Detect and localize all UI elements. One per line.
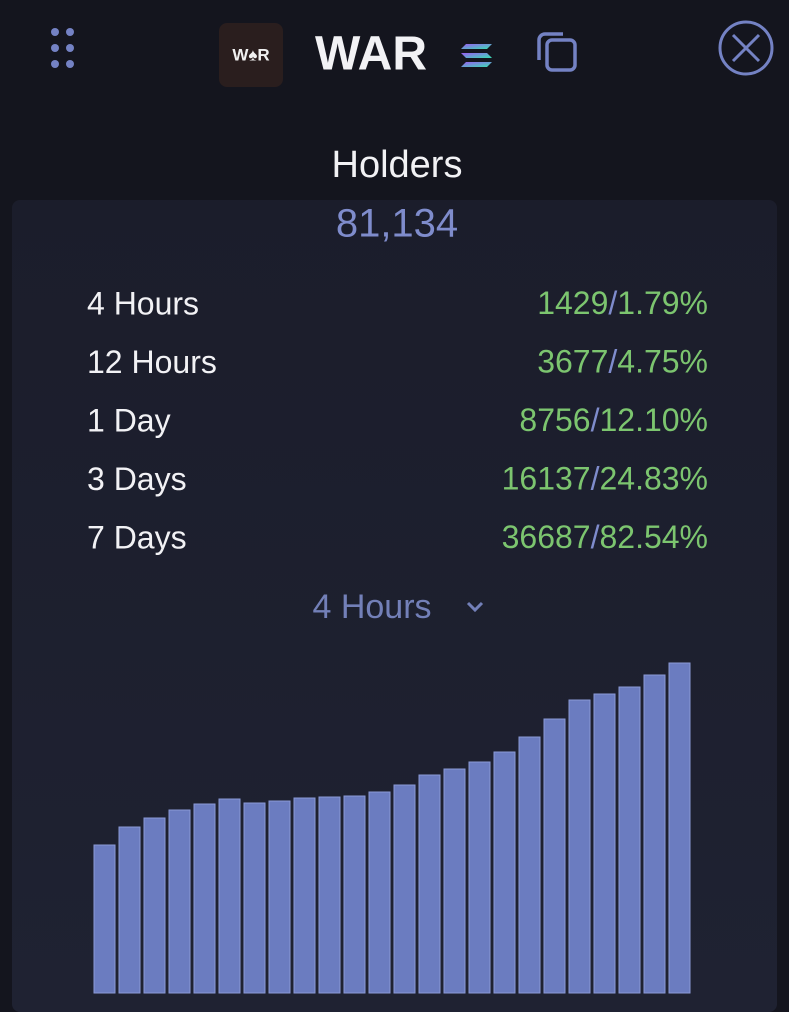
token-title: WAR [315, 28, 427, 81]
summary-value: 81,134 [336, 202, 458, 246]
row-separator: / [608, 344, 617, 380]
row-count: 36687 [502, 519, 591, 555]
bar [393, 784, 416, 994]
row-count: 16137 [502, 461, 591, 497]
bar [93, 844, 116, 994]
row-pct: 24.83% [599, 461, 708, 497]
bar [543, 718, 566, 994]
row-separator: / [591, 461, 600, 497]
bar [593, 693, 616, 994]
row-label: 4 Hours [87, 285, 199, 321]
bar [293, 797, 316, 994]
bar [168, 809, 191, 994]
row-separator: / [591, 519, 600, 555]
row-label: 7 Days [87, 519, 187, 555]
bar [368, 791, 391, 994]
bar [243, 802, 266, 994]
row-count: 8756 [519, 402, 590, 438]
chain-icon [461, 44, 492, 67]
dropdown-label[interactable]: 4 Hours [312, 588, 431, 626]
bar [193, 803, 216, 994]
row-value: 16137/24.83% [502, 461, 708, 497]
row-pct: 4.75% [617, 344, 708, 380]
bar [418, 774, 441, 994]
bar [493, 751, 516, 994]
menu-icon[interactable] [51, 28, 74, 68]
row-value: 36687/82.54% [502, 519, 708, 555]
logo-text: W♠R [232, 45, 269, 64]
close-button[interactable] [718, 20, 774, 76]
row-separator: / [591, 402, 600, 438]
row-separator: / [608, 285, 617, 321]
row-pct: 12.10% [599, 402, 708, 438]
bar [518, 736, 541, 994]
row-count: 3677 [537, 344, 608, 380]
bar [643, 674, 666, 994]
bar [568, 699, 591, 994]
summary-title: Holders [332, 144, 463, 186]
dropdown-chevron[interactable] [466, 601, 484, 613]
bar [343, 795, 366, 994]
row-count: 1429 [537, 285, 608, 321]
row-pct: 82.54% [599, 519, 708, 555]
row-label: 12 Hours [87, 344, 217, 380]
copy-icon[interactable] [537, 32, 577, 72]
bar [143, 817, 166, 994]
bar [268, 800, 291, 994]
bar [668, 662, 691, 994]
bar [318, 796, 341, 994]
row-label: 1 Day [87, 402, 171, 438]
row-value: 1429/1.79% [537, 285, 708, 321]
row-value: 8756/12.10% [519, 402, 708, 438]
bar [218, 798, 241, 994]
bar [443, 768, 466, 994]
bar [118, 826, 141, 994]
bar [468, 761, 491, 994]
logo [219, 23, 283, 87]
row-value: 3677/4.75% [537, 344, 708, 380]
row-label: 3 Days [87, 461, 187, 497]
bar [618, 686, 641, 994]
row-pct: 1.79% [617, 285, 708, 321]
